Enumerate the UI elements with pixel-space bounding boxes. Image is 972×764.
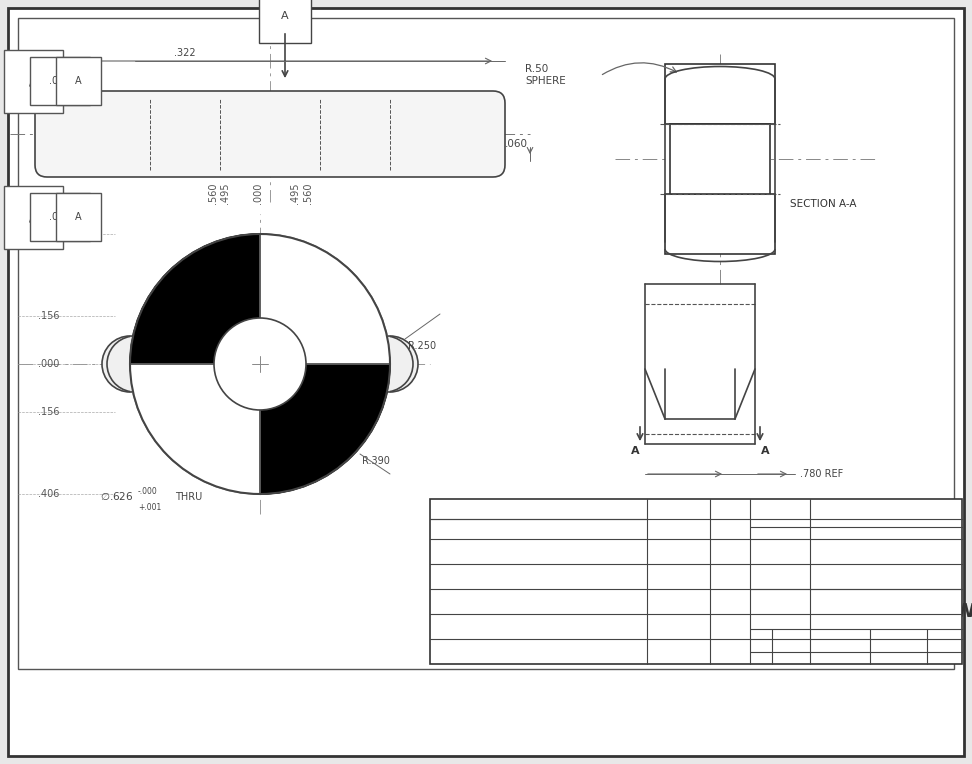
Wedge shape xyxy=(130,364,260,494)
Text: R.390: R.390 xyxy=(362,456,390,466)
Text: QUANTITY:: QUANTITY: xyxy=(652,614,696,623)
Text: 08-31-07: 08-31-07 xyxy=(712,575,749,584)
Text: THRU: THRU xyxy=(175,492,202,502)
Text: .780 REF: .780 REF xyxy=(800,469,844,479)
Text: .156: .156 xyxy=(38,311,59,321)
Text: .000: .000 xyxy=(253,183,263,204)
Text: .001: .001 xyxy=(49,212,70,222)
Bar xyxy=(665,194,775,254)
Text: DO NOT SCALE DRAWING: DO NOT SCALE DRAWING xyxy=(485,647,592,656)
Text: ®: ® xyxy=(879,504,889,514)
Text: A: A xyxy=(761,446,769,456)
Circle shape xyxy=(362,336,418,392)
Text: CHECKED: CHECKED xyxy=(652,550,693,559)
Text: AISI Grade 18Ni
Maraging Steel (350M): AISI Grade 18Ni Maraging Steel (350M) xyxy=(435,606,538,626)
Text: 50410-2_XXXXX: 50410-2_XXXXX xyxy=(760,636,921,654)
Text: A: A xyxy=(751,630,771,654)
Text: 50250 IRD - TASK 2: 50250 IRD - TASK 2 xyxy=(818,529,961,542)
Text: NAME: NAME xyxy=(666,502,691,511)
Text: REV: REV xyxy=(930,630,947,639)
Text: ENG APPR.: ENG APPR. xyxy=(652,575,697,584)
Text: +.001: +.001 xyxy=(138,503,161,512)
Text: A: A xyxy=(281,11,289,21)
Text: SPHERE: SPHERE xyxy=(525,76,566,86)
Text: MCB: MCB xyxy=(669,525,688,534)
Bar xyxy=(665,64,775,124)
Text: 08-31-07: 08-31-07 xyxy=(712,525,749,534)
Text: 0.5R SPHERE END WELD TIP: 0.5R SPHERE END WELD TIP xyxy=(753,602,972,621)
Text: //: // xyxy=(29,211,38,224)
Text: A: A xyxy=(631,446,640,456)
Text: DWG.  NO.: DWG. NO. xyxy=(775,630,819,639)
Text: .560: .560 xyxy=(208,183,218,204)
Text: DIMENSIONS ARE IN INCHES
TOLERANCES:
FRACTIONAL±1/16
ANGULAR: MACH±0.5  BEND ±1
: DIMENSIONS ARE IN INCHES TOLERANCES: FRA… xyxy=(435,513,558,593)
Text: SHEET 1 OF 1: SHEET 1 OF 1 xyxy=(900,649,957,658)
Wedge shape xyxy=(260,234,390,364)
Text: MAS: MAS xyxy=(670,575,687,584)
Text: 4: 4 xyxy=(707,614,713,624)
Text: MATERIAL: MATERIAL xyxy=(435,594,476,603)
Bar xyxy=(430,499,962,664)
Text: The Materials Joining Experts: The Materials Joining Experts xyxy=(815,503,937,512)
Text: DRAWN: DRAWN xyxy=(652,525,684,534)
Text: UNLESS OTHERWISE SPECIFIED:: UNLESS OTHERWISE SPECIFIED: xyxy=(435,504,569,513)
Text: .322: .322 xyxy=(174,48,195,58)
Text: .560: .560 xyxy=(303,183,313,204)
Text: .406: .406 xyxy=(38,489,59,499)
Bar xyxy=(665,64,775,124)
Circle shape xyxy=(102,336,158,392)
Text: SECTION A-A: SECTION A-A xyxy=(790,199,856,209)
Bar xyxy=(670,124,770,194)
Bar xyxy=(665,194,775,254)
Text: EWi: EWi xyxy=(788,502,853,531)
Text: //: // xyxy=(29,75,38,88)
Text: MCB: MCB xyxy=(669,550,688,559)
Text: -.000: -.000 xyxy=(138,487,157,496)
Text: .060: .060 xyxy=(505,139,528,149)
Text: 1250 Arthur E. Adams Dr.
Columbus, Ohio  43221: 1250 Arthur E. Adams Dr. Columbus, Ohio … xyxy=(827,513,924,534)
Text: DATE: DATE xyxy=(719,502,741,511)
Text: .156: .156 xyxy=(38,407,59,417)
Text: A: A xyxy=(935,630,955,654)
Text: A: A xyxy=(75,76,82,86)
Circle shape xyxy=(130,234,390,494)
Text: R.250: R.250 xyxy=(408,341,436,351)
Text: R.50: R.50 xyxy=(525,64,548,74)
Text: INTERPRET GEOMETRIC    ANSI
TOLERANCING PER:       14.5Y: INTERPRET GEOMETRIC ANSI TOLERANCING PER… xyxy=(435,569,552,588)
Text: $\emptyset$.626: $\emptyset$.626 xyxy=(100,490,133,502)
Text: •   EWI WILL PROVIDE HEAT-
        TREATMENT: • EWI WILL PROVIDE HEAT- TREATMENT xyxy=(677,644,795,663)
Text: COMMENTS:: COMMENTS: xyxy=(652,629,704,638)
Text: .495: .495 xyxy=(290,183,300,204)
FancyBboxPatch shape xyxy=(35,91,505,177)
Text: A: A xyxy=(75,212,82,222)
Wedge shape xyxy=(260,364,390,494)
Text: 08-31-07: 08-31-07 xyxy=(712,550,749,559)
Text: PROJECT AND
TASK NUMBER: PROJECT AND TASK NUMBER xyxy=(753,528,814,548)
FancyBboxPatch shape xyxy=(8,8,964,756)
Text: TITLE:: TITLE: xyxy=(753,590,779,599)
Circle shape xyxy=(214,318,306,410)
FancyBboxPatch shape xyxy=(18,18,954,669)
Text: SIZE: SIZE xyxy=(753,630,772,639)
Wedge shape xyxy=(130,234,260,364)
Text: SCALE: 2.5:1: SCALE: 2.5:1 xyxy=(753,649,806,658)
Text: .406: .406 xyxy=(38,229,59,239)
Text: .001: .001 xyxy=(49,76,70,86)
Text: .000: .000 xyxy=(38,359,59,369)
Text: .495: .495 xyxy=(220,183,230,204)
